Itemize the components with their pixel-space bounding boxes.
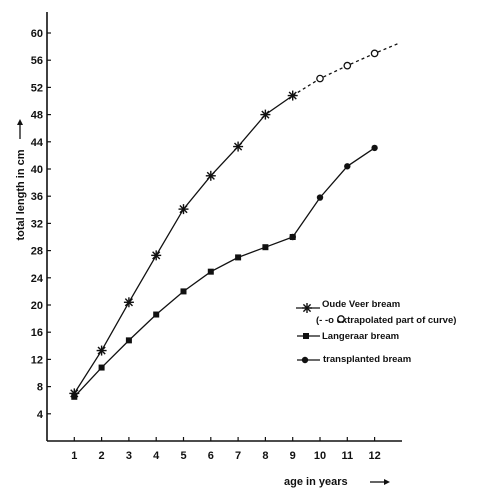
point-square: [180, 288, 187, 295]
x-tick-label: 9: [290, 450, 296, 462]
series-line: [292, 147, 375, 238]
series-line: [73, 236, 293, 398]
x-axis-label: age in years: [284, 476, 348, 488]
y-tick-label: 20: [31, 300, 43, 312]
point-asterisk: [178, 204, 189, 215]
legend-marker-filled-circle: [301, 356, 309, 364]
y-tick-label: 56: [31, 55, 43, 67]
x-tick-label: 6: [208, 450, 214, 462]
series-line: [292, 42, 399, 97]
legend-marker-square: [303, 333, 309, 339]
y-axis-arrow-head: [17, 119, 23, 125]
x-tick-label: 3: [126, 450, 132, 462]
y-tick-label: 8: [37, 382, 43, 394]
x-tick-label: 2: [99, 450, 105, 462]
x-tick-label: 8: [262, 450, 268, 462]
legend-marker-open-circle: [337, 315, 345, 323]
x-tick-label: 4: [153, 450, 160, 462]
point-asterisk: [151, 250, 162, 261]
point-square: [125, 337, 132, 344]
y-tick-label: 52: [31, 82, 43, 94]
y-tick-label: 36: [31, 191, 43, 203]
x-axis-arrow-head: [384, 479, 390, 485]
y-tick-label: 16: [31, 327, 43, 339]
axes: [46, 12, 402, 442]
point-filled-circle: [316, 194, 324, 201]
point-square: [98, 364, 105, 371]
point-square: [153, 311, 160, 318]
x-tick-label: 1: [71, 450, 77, 462]
point-open-circle: [370, 49, 379, 58]
y-tick-label: 60: [31, 28, 43, 40]
x-tick-label: 10: [314, 450, 326, 462]
y-tick-label: 28: [31, 246, 43, 258]
point-asterisk: [123, 297, 134, 308]
x-tick-label: 11: [341, 450, 353, 462]
x-tick-label: 12: [368, 450, 380, 462]
y-tick-label: 44: [31, 137, 44, 149]
legend-marker-asterisk: [302, 303, 312, 313]
point-square: [71, 393, 78, 400]
point-filled-circle: [289, 233, 296, 241]
y-tick-label: 4: [37, 409, 44, 421]
series-lines: [73, 42, 399, 398]
point-filled-circle: [371, 144, 378, 152]
point-asterisk: [96, 345, 107, 356]
legend: Oude Veer bream (- -o extrapolated part …: [296, 299, 456, 365]
series-line: [73, 95, 294, 394]
point-square: [262, 244, 269, 251]
legend-label-oude-veer: Oude Veer bream: [322, 299, 400, 310]
y-axis-label: total length in cm: [15, 149, 27, 240]
point-asterisk: [205, 170, 216, 181]
point-square: [207, 268, 214, 275]
point-asterisk: [260, 109, 271, 120]
point-open-circle: [316, 74, 324, 83]
x-tick-label: 5: [180, 450, 186, 462]
y-tick-label: 32: [31, 218, 43, 230]
point-asterisk: [233, 141, 244, 152]
legend-label-langeraar: Langeraar bream: [322, 331, 399, 342]
point-open-circle: [343, 61, 352, 70]
legend-label-extrapolated: (- -o extrapolated part of curve): [316, 315, 456, 326]
series-markers: [69, 49, 379, 400]
y-tick-label: 40: [31, 164, 43, 176]
y-tick-label: 24: [31, 273, 44, 285]
y-tick-label: 12: [31, 354, 43, 366]
point-square: [235, 254, 242, 261]
point-asterisk: [287, 90, 298, 101]
y-tick-label: 48: [31, 110, 43, 122]
x-tick-label: 7: [235, 450, 241, 462]
y-axis-title: total length in cm: [15, 119, 27, 241]
legend-label-transplanted: transplanted bream: [323, 354, 411, 365]
point-filled-circle: [344, 163, 351, 170]
